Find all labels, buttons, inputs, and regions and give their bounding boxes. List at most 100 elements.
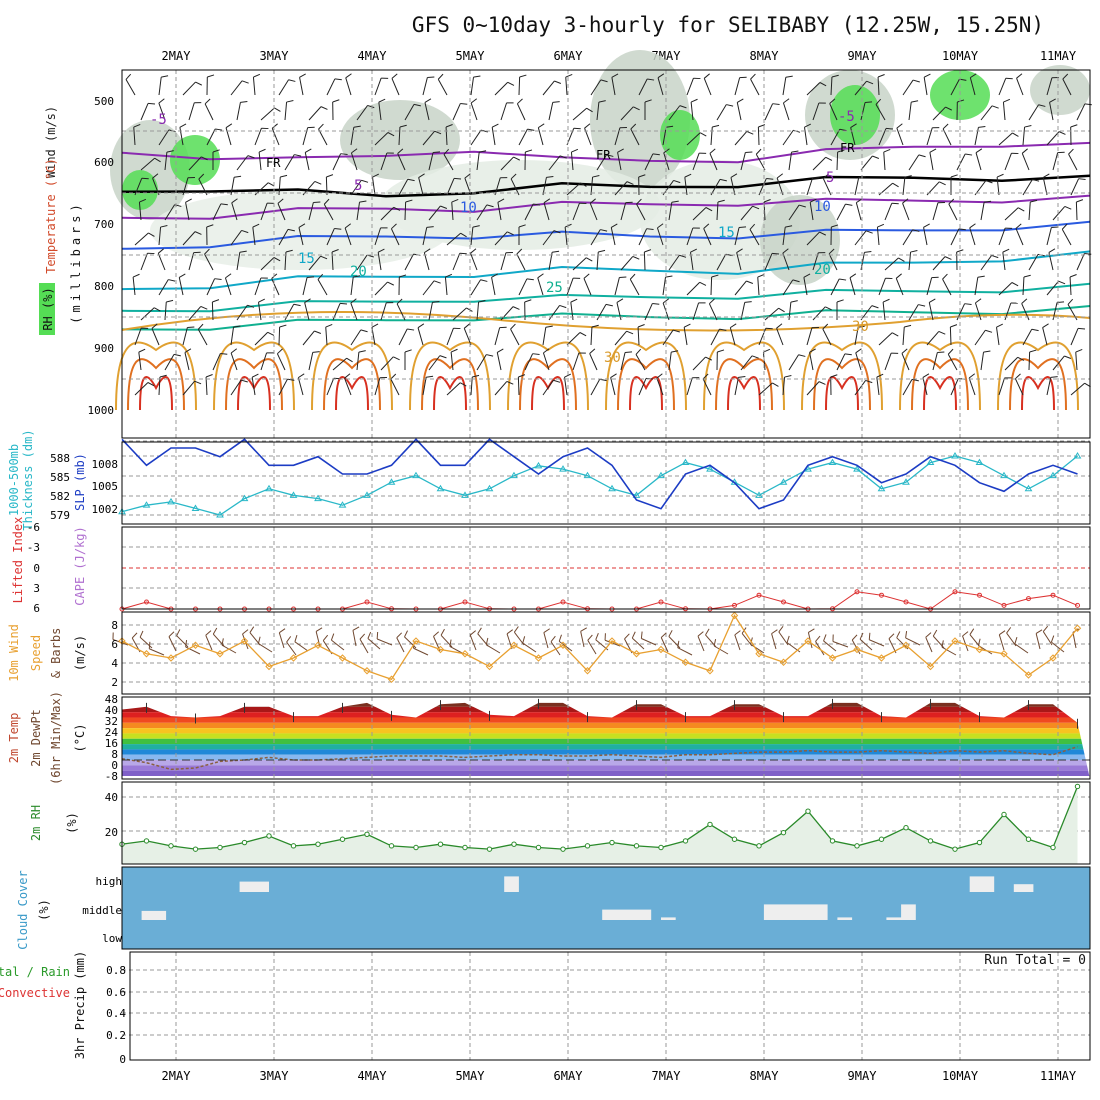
wind-barb-flag: [315, 627, 323, 632]
upper-wind-barb: [356, 202, 361, 221]
upper-wind-barb: [709, 153, 718, 171]
contour-label: 30: [604, 350, 621, 366]
upper-wind-barb-flag: [657, 223, 664, 229]
upper-wind-barb: [884, 203, 893, 221]
thickness-point: [191, 504, 200, 511]
upper-wind-barb: [854, 80, 867, 96]
wind-barb-flag: [513, 626, 519, 633]
upper-wind-barb-flag: [1049, 98, 1056, 103]
upper-wind-barb-flag: [413, 103, 421, 107]
upper-wind-barb: [692, 152, 700, 171]
upper-wind-barb: [133, 127, 136, 146]
isotherm-contours: [115, 141, 1091, 411]
upper-wind-barb: [151, 328, 160, 346]
upper-wind-barb-flag: [666, 125, 674, 128]
wind-barb: [1035, 633, 1041, 650]
upper-wind-barb: [776, 328, 784, 346]
upper-wind-barb-flag: [912, 79, 920, 83]
upper-wind-barb-flag: [755, 148, 762, 155]
date-label: 4MAY: [358, 49, 388, 63]
upper-wind-barb: [212, 353, 221, 371]
upper-wind-barb: [757, 126, 760, 146]
upper-wind-barb: [740, 355, 753, 371]
rh-blob: [1030, 65, 1090, 115]
wind-barb-flag: [868, 632, 871, 640]
date-label: 9MAY: [848, 49, 878, 63]
upper-wind-barb-flag: [205, 374, 213, 378]
upper-wind-barb: [710, 127, 713, 146]
upper-wind-barb: [932, 256, 946, 271]
upper-wind-barb-flag: [630, 123, 637, 130]
upper-wind-barb-flag: [896, 123, 903, 129]
date-label: 10MAY: [942, 49, 979, 63]
upper-wind-barb: [758, 328, 767, 346]
wind-point: [559, 641, 567, 649]
wind-barb-flag: [778, 626, 784, 633]
upper-wind-barb: [1046, 131, 1060, 146]
lifted-point: [756, 592, 762, 598]
upper-wind-barb: [638, 228, 648, 246]
upper-wind-barb: [854, 380, 866, 396]
upper-wind-barb-flag: [234, 175, 242, 178]
upper-wind-barb-flag: [253, 73, 261, 78]
upper-wind-barb-flag: [956, 249, 964, 253]
upper-wind-barb: [734, 377, 739, 396]
upper-wind-barb-flag: [340, 153, 348, 156]
upper-wind-barb-flag: [473, 75, 481, 78]
upper-wind-barb: [491, 277, 496, 296]
upper-wind-barb-flag: [460, 232, 467, 238]
precip-tick: 0.4: [106, 1007, 126, 1020]
upper-wind-barb-flag: [1048, 248, 1056, 253]
upper-wind-barb-flag: [393, 356, 400, 361]
upper-wind-barb-flag: [865, 379, 873, 384]
upper-wind-barb: [1052, 355, 1065, 371]
wind-barb-flag: [330, 633, 335, 641]
upper-wind-barb-flag: [885, 127, 894, 130]
upper-wind-barb: [812, 102, 820, 121]
cloud-block-high: [504, 876, 519, 892]
upper-wind-barb: [590, 79, 602, 96]
upper-wind-barb: [332, 153, 342, 171]
upper-wind-barb-flag: [939, 181, 946, 186]
upper-wind-barb: [397, 153, 406, 171]
surface-warm-loop: [311, 341, 393, 411]
temp-y-axis: 48 40 32 24 16 8 0 -8: [105, 693, 119, 783]
upper-wind-barb: [182, 231, 196, 246]
upper-wind-barb-flag: [404, 349, 412, 353]
wind-barb-flag: [359, 633, 366, 640]
wind-point: [853, 645, 861, 654]
contour-label: 5: [826, 170, 834, 186]
upper-wind-barb-flag: [350, 298, 357, 304]
wind-barb: [925, 637, 933, 653]
upper-wind-barb-flag: [445, 273, 453, 278]
wind-barb: [750, 643, 765, 654]
wind-barb: [469, 634, 477, 651]
wind-point: [216, 650, 224, 658]
upper-wind-barb: [197, 329, 208, 346]
upper-wind-barb: [211, 301, 214, 321]
upper-wind-barb: [878, 278, 886, 296]
upper-wind-barb: [188, 102, 195, 121]
upper-wind-barb-flag: [478, 300, 486, 303]
wind-barb: [978, 645, 993, 655]
upper-wind-barb: [404, 253, 414, 271]
upper-wind-barb: [782, 129, 794, 146]
rh-point: [437, 841, 444, 847]
upper-wind-barb-flag: [679, 254, 687, 258]
upper-wind-barb-flag: [491, 123, 499, 128]
wind-point: [289, 654, 298, 662]
upper-wind-barb: [620, 202, 627, 221]
upper-wind-barb-flag: [434, 130, 442, 135]
upper-wind-barb-flag: [298, 373, 305, 379]
upper-wind-barb: [895, 278, 904, 296]
slp-tick: 1005: [92, 480, 119, 493]
upper-wind-barb: [236, 102, 241, 121]
upper-wind-barb: [543, 202, 550, 221]
upper-wind-barb: [644, 303, 653, 321]
lifted-point: [781, 599, 786, 605]
rh-point: [952, 846, 958, 852]
upper-wind-barb-flag: [783, 98, 790, 104]
upper-wind-barb-flag: [466, 307, 473, 312]
upper-wind-barb-flag: [1015, 223, 1022, 229]
upper-wind-barb-flag: [317, 273, 324, 280]
